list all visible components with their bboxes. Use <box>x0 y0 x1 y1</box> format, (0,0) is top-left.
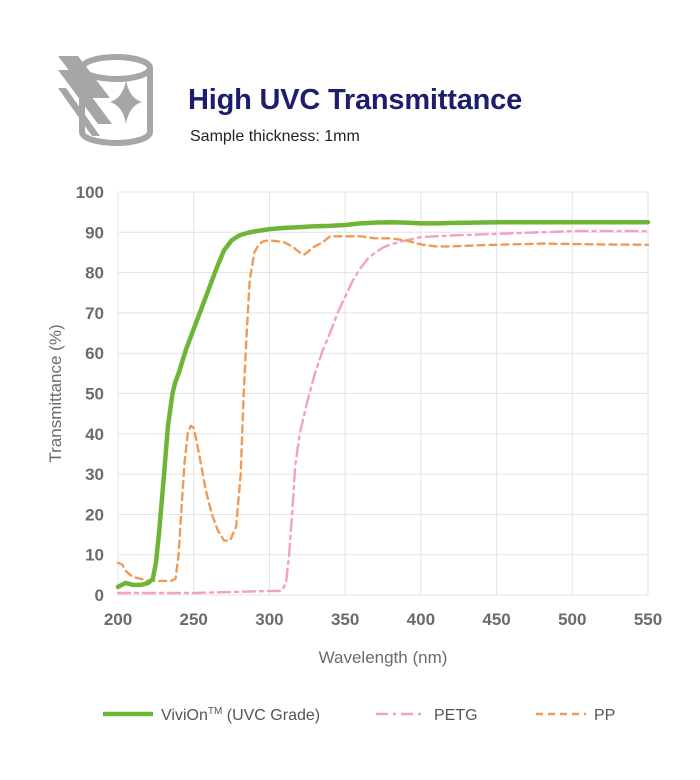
y-tick-label: 20 <box>85 505 104 524</box>
series-line-pp <box>116 235 650 583</box>
y-tick-label: 70 <box>85 304 104 323</box>
legend-label: PETG <box>434 707 478 724</box>
uvc-cylinder-sparkle-icon <box>58 54 153 146</box>
y-tick-label: 0 <box>95 586 104 605</box>
x-tick-label: 350 <box>331 610 359 629</box>
x-tick-label: 300 <box>255 610 283 629</box>
brand-icon <box>58 54 153 146</box>
x-tick-label: 550 <box>634 610 662 629</box>
y-tick-label: 80 <box>85 264 104 283</box>
y-tick-label: 60 <box>85 344 104 363</box>
x-tick-label: 500 <box>558 610 586 629</box>
x-axis-label: Wavelength (nm) <box>319 648 448 667</box>
legend-label: ViviOnTM (UVC Grade) <box>161 706 320 724</box>
chart-title: High UVC Transmittance <box>188 84 522 116</box>
series-line-vivion-uvc-grade <box>115 219 651 590</box>
x-tick-label: 200 <box>104 610 132 629</box>
series-line-petg <box>116 229 650 595</box>
y-tick-label: 90 <box>85 223 104 242</box>
y-axis-label: Transmittance (%) <box>46 324 65 462</box>
x-tick-label: 250 <box>180 610 208 629</box>
y-tick-label: 40 <box>85 425 104 444</box>
y-tick-label: 10 <box>85 546 104 565</box>
y-tick-label: 30 <box>85 465 104 484</box>
y-tick-label: 50 <box>85 385 104 404</box>
y-tick-label: 100 <box>76 183 104 202</box>
legend-label: PP <box>594 707 615 724</box>
chart-subtitle: Sample thickness: 1mm <box>190 128 360 145</box>
x-tick-label: 450 <box>482 610 510 629</box>
x-tick-label: 400 <box>407 610 435 629</box>
